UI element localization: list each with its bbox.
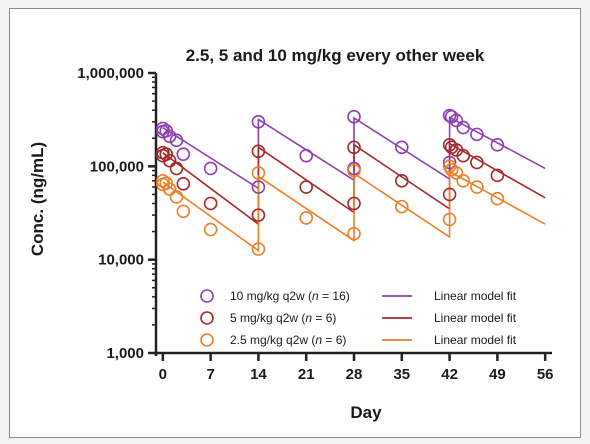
data-point-series-2: [203, 222, 218, 237]
data-point-series-2: [449, 166, 464, 180]
data-point-series-1: [203, 196, 218, 211]
data-point-series-2: [251, 166, 266, 180]
data-point-series-0: [449, 113, 464, 128]
pk-concentration-chart: 2.5, 5 and 10 mg/kg every other week Con…: [28, 46, 554, 422]
data-point-series-1: [442, 138, 457, 152]
legend-label-part: 2.5 mg/kg q2w (: [230, 333, 315, 347]
x-tick-label: 14: [250, 366, 267, 383]
data-point-series-1: [299, 180, 314, 194]
legend-label-part: = 6): [322, 333, 346, 347]
x-tick-label: 28: [346, 366, 363, 383]
data-point-series-1: [347, 196, 361, 211]
data-point-series-1: [251, 208, 266, 222]
legend-fit-label: Linear model fit: [434, 311, 517, 325]
data-point-series-1: [169, 161, 184, 176]
data-point-series-2: [299, 211, 314, 225]
y-tick-label: 1,000,000: [77, 65, 144, 82]
legend-label-n: n: [305, 311, 312, 325]
legend-marker: [200, 333, 214, 347]
data-point-series-2: [470, 180, 484, 194]
x-tick-label: 56: [537, 366, 554, 383]
legend-label: 5 mg/kg q2w (n = 6): [230, 311, 336, 325]
legend-label: 2.5 mg/kg q2w (n = 6): [230, 333, 346, 347]
data-point-series-2: [442, 212, 457, 227]
y-tick-label: 1,000: [106, 345, 144, 362]
data-point-series-0: [456, 120, 471, 135]
data-point-series-2: [347, 163, 361, 178]
data-point-series-0: [251, 180, 266, 194]
data-point-series-0: [162, 129, 177, 144]
data-point-series-0: [394, 140, 409, 155]
plot-area: [156, 108, 546, 256]
data-point-series-2: [169, 190, 184, 204]
legend-label: 10 mg/kg q2w (n = 16): [230, 289, 350, 303]
data-point-series-0: [156, 121, 170, 136]
data-point-series-2: [394, 199, 409, 214]
data-point-series-0: [176, 147, 191, 161]
legend-label-part: = 16): [319, 289, 350, 303]
data-point-series-2: [251, 242, 266, 256]
x-tick-label: 35: [393, 366, 410, 383]
data-point-series-1: [394, 173, 409, 188]
legend-label-n: n: [312, 289, 319, 303]
data-point-series-2: [456, 173, 471, 188]
legend-label-part: 10 mg/kg q2w (: [230, 289, 312, 303]
data-point-series-2: [156, 173, 170, 188]
data-point-series-0: [169, 133, 184, 148]
data-point-series-2: [176, 204, 191, 219]
x-tick-label: 7: [206, 366, 214, 383]
legend-label-n: n: [315, 333, 322, 347]
data-point-series-2: [490, 191, 505, 206]
data-point-series-1: [162, 153, 177, 168]
x-tick-label: 49: [489, 366, 506, 383]
data-point-series-0: [251, 115, 266, 129]
fit-line-series-2: [162, 170, 546, 253]
x-tick-label: 21: [298, 366, 315, 383]
y-tick-label: 100,000: [90, 158, 144, 175]
legend-label-part: 5 mg/kg q2w (: [230, 311, 305, 325]
legend-fit-label: Linear model fit: [434, 333, 517, 347]
data-point-series-1: [470, 155, 484, 170]
x-tick-label: 42: [441, 366, 458, 383]
legend-label-part: = 6): [312, 311, 336, 325]
data-point-series-1: [490, 168, 505, 183]
x-axis-title: Day: [350, 403, 382, 422]
data-point-series-1: [176, 176, 191, 191]
data-point-series-1: [442, 187, 457, 202]
axes: 1,000 10,000 100,000 1,000,000 0 7 14 21 28 35 42 4…: [77, 65, 553, 383]
data-point-series-0: [347, 109, 361, 124]
legend-fit-label: Linear model fit: [434, 289, 517, 303]
data-point-series-0: [203, 161, 218, 176]
y-axis-title: Conc. (ng/mL): [28, 142, 47, 256]
data-point-series-2: [347, 226, 361, 241]
x-tick-label: 0: [159, 366, 167, 383]
y-tick-label: 10,000: [98, 252, 144, 269]
legend-marker: [200, 289, 214, 303]
data-point-series-2: [162, 182, 177, 196]
data-point-series-0: [490, 138, 505, 152]
data-point-series-1: [456, 148, 471, 163]
data-point-series-0: [299, 148, 314, 163]
data-point-series-0: [442, 155, 457, 170]
data-point-series-1: [159, 147, 174, 161]
data-point-series-1: [251, 144, 266, 159]
chart-title: 2.5, 5 and 10 mg/kg every other week: [186, 46, 485, 65]
data-point-series-1: [347, 140, 361, 155]
legend-marker: [200, 311, 214, 325]
data-point-series-0: [470, 127, 484, 142]
chart-frame: 2.5, 5 and 10 mg/kg every other week Con…: [9, 8, 581, 438]
